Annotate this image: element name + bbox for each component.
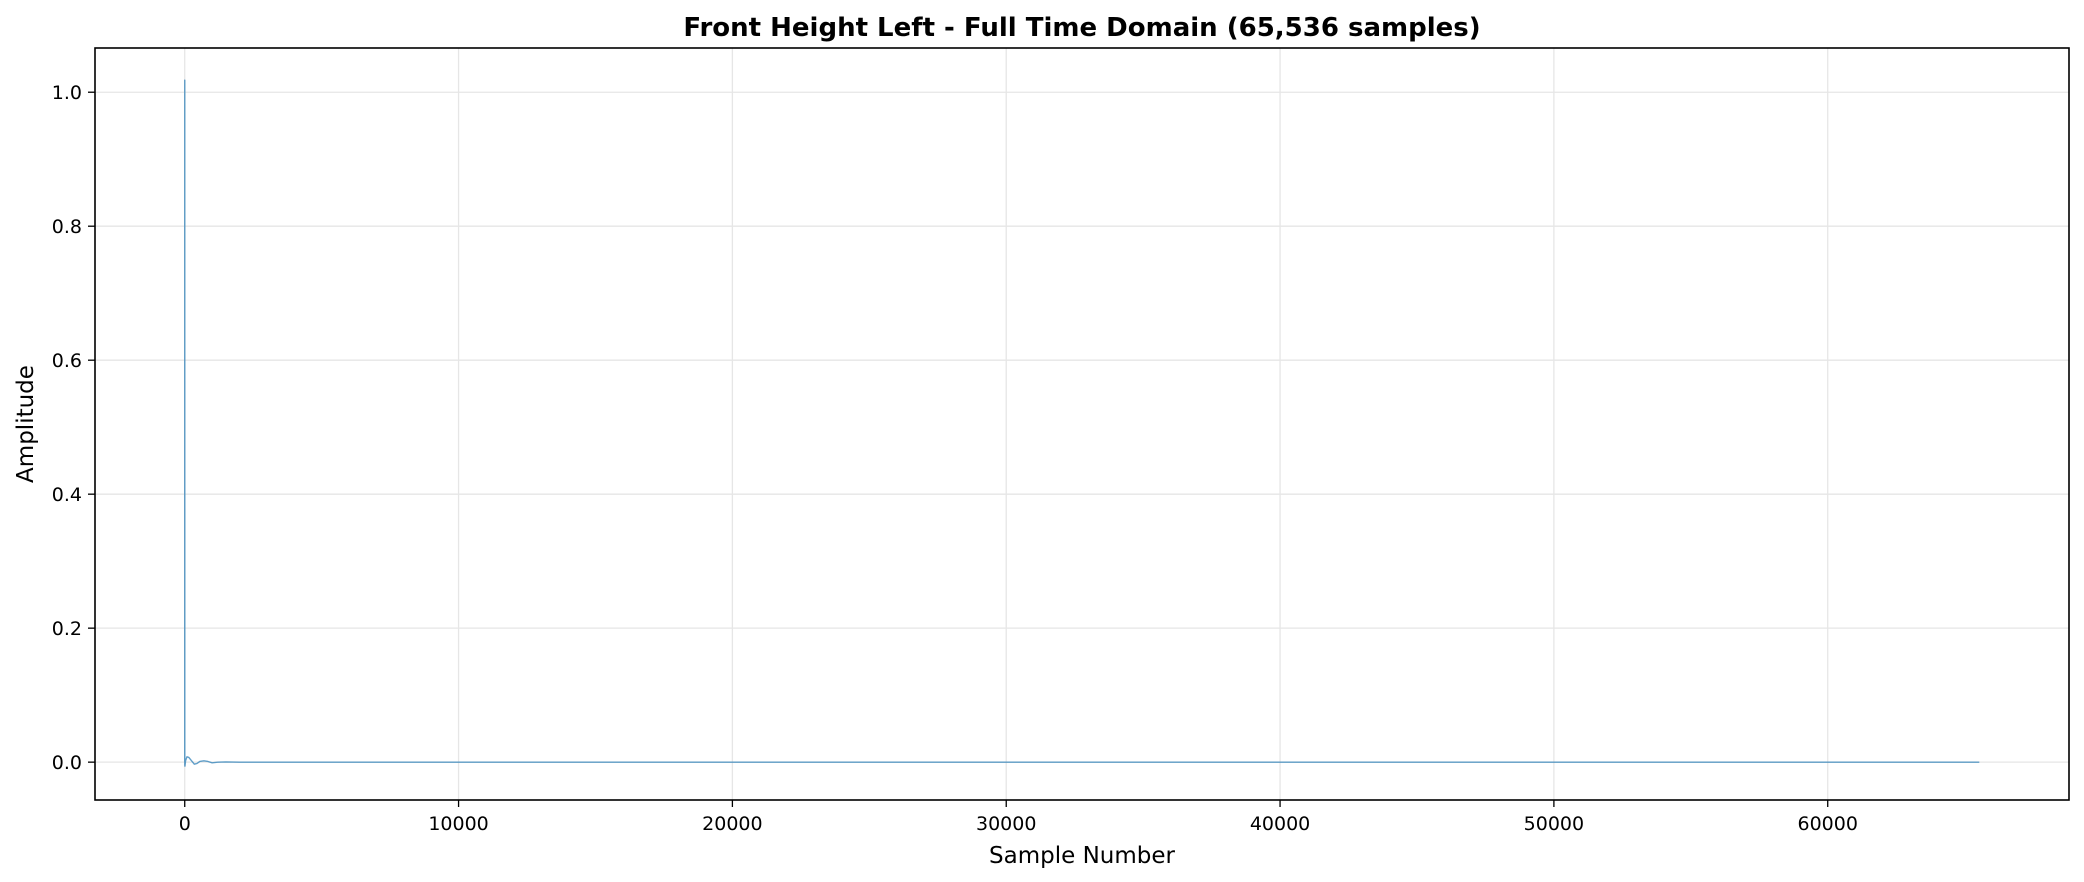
y-tick-label: 1.0: [52, 82, 82, 104]
plot-area: [95, 48, 2069, 800]
x-tick-label: 0: [179, 813, 191, 835]
x-tick-label: 20000: [702, 813, 762, 835]
x-axis-label: Sample Number: [989, 843, 1175, 869]
x-tick-label: 40000: [1250, 813, 1310, 835]
x-axis-ticks: 0 10000 20000 30000 40000 50000 60000: [179, 800, 1858, 835]
series-line: [184, 79, 1980, 767]
y-tick-label: 0.6: [52, 350, 82, 372]
x-tick-label: 10000: [428, 813, 488, 835]
y-axis-label: Amplitude: [13, 365, 39, 483]
plot-frame: [94, 47, 2070, 801]
x-tick-label: 30000: [976, 813, 1036, 835]
chart-title: Front Height Left - Full Time Domain (65…: [683, 13, 1480, 43]
x-tick-label: 50000: [1524, 813, 1584, 835]
y-axis-ticks: 0.0 0.2 0.4 0.6 0.8 1.0: [52, 82, 95, 774]
y-tick-label: 0.4: [52, 484, 82, 506]
x-tick-label: 60000: [1798, 813, 1858, 835]
y-tick-label: 0.8: [52, 216, 82, 238]
series-group: [184, 79, 1980, 767]
y-tick-label: 0.2: [52, 618, 82, 640]
y-tick-label: 0.0: [52, 752, 82, 774]
